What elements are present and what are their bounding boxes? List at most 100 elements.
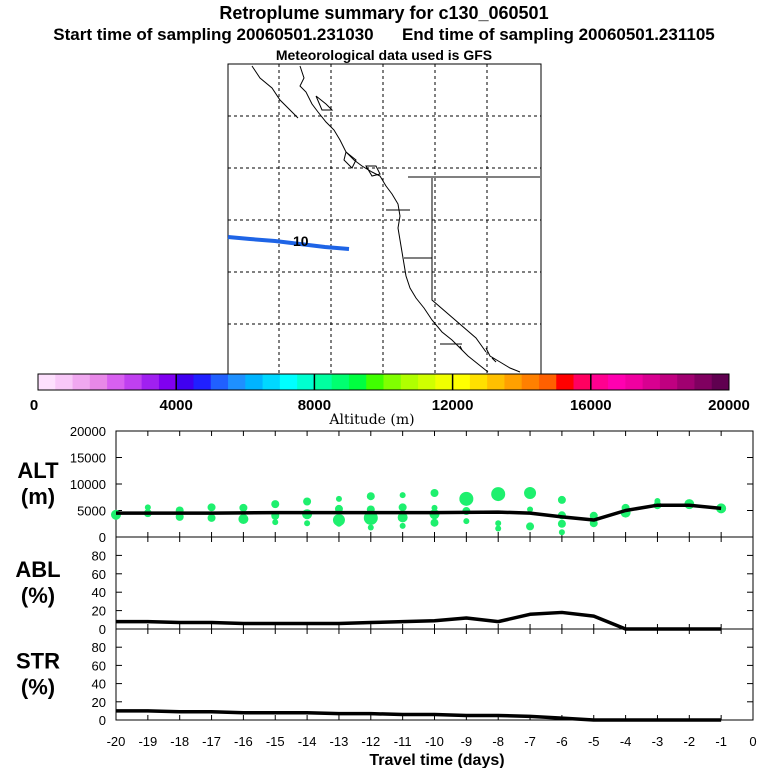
altitude-dot	[272, 519, 279, 526]
x-tick-label: -16	[234, 734, 253, 749]
altitude-dot	[527, 506, 534, 513]
colorbar-swatch	[297, 374, 315, 390]
colorbar-swatch	[193, 374, 212, 390]
colorbar-swatch	[625, 374, 644, 390]
altitude-dot	[459, 491, 474, 506]
colorbar-swatch	[72, 374, 91, 390]
y-tick-label: 20	[92, 695, 106, 710]
colorbar-swatch	[418, 374, 436, 390]
chart-title: Retroplume summary for c130_060501	[219, 3, 549, 23]
panel-label-bottom: (%)	[21, 675, 55, 700]
colorbar-title: Altitude (m)	[328, 412, 414, 428]
colorbar-swatch	[608, 374, 626, 390]
y-tick-label: 5000	[77, 504, 106, 519]
panel-alt: 0 5000 10000 15000 20000 ALT(m)	[17, 424, 754, 545]
map-frame	[227, 63, 542, 375]
x-tick-label: -8	[492, 734, 504, 749]
colorbar-swatch	[245, 374, 264, 390]
x-tick-label: -7	[524, 734, 536, 749]
panel-label-top: ALT	[17, 458, 59, 483]
colorbar-swatch	[538, 374, 557, 390]
altitude-dot	[491, 487, 506, 502]
altitude-dot	[557, 495, 566, 504]
panel-label-bottom: (%)	[21, 583, 55, 608]
x-tick-label: -11	[394, 734, 412, 749]
x-tick-label: -4	[620, 734, 632, 749]
y-tick-label: 80	[92, 640, 106, 655]
x-tick-label: -9	[461, 734, 473, 749]
baja-outline	[459, 345, 521, 373]
altitude-dot	[144, 504, 151, 511]
altitude-dot	[303, 497, 312, 506]
y-tick-label: 80	[92, 548, 106, 563]
x-tick-label: -5	[588, 734, 600, 749]
colorbar-tick-label: 20000	[708, 397, 750, 414]
colorbar-swatch	[642, 374, 661, 390]
y-tick-label: 0	[99, 622, 106, 637]
altitude-dot	[430, 489, 439, 498]
colorbar-swatch	[521, 374, 540, 390]
colorbar-swatch	[107, 374, 125, 390]
x-tick-label: -2	[684, 734, 696, 749]
altitude-dot	[557, 519, 566, 528]
colorbar-swatch	[124, 374, 143, 390]
colorbar-swatch	[176, 374, 194, 390]
trajectory-map: 10	[227, 63, 542, 375]
colorbar-swatch	[487, 374, 505, 390]
colorbar-swatch	[89, 374, 108, 390]
x-tick-label: -1	[715, 734, 727, 749]
y-tick-label: 15000	[70, 451, 106, 466]
altitude-dot	[397, 512, 408, 523]
colorbar-tick-label: 8000	[298, 397, 331, 414]
y-tick-label: 20000	[70, 424, 106, 439]
colorbar-swatch	[573, 374, 592, 390]
x-tick-label: -20	[107, 734, 126, 749]
colorbar-swatch	[400, 374, 419, 390]
map-graticule	[228, 64, 541, 374]
colorbar-swatch	[659, 374, 678, 390]
colorbar-tick-label: 0	[30, 397, 38, 414]
altitude-dot	[399, 522, 406, 529]
x-tick-label: -14	[298, 734, 317, 749]
day-marker-label: 10	[293, 233, 309, 249]
colorbar-swatch	[677, 374, 695, 390]
y-tick-label: 40	[92, 585, 106, 600]
altitude-dot	[363, 510, 378, 525]
altitude-dot	[207, 513, 216, 522]
colorbar-swatch	[504, 374, 523, 390]
colorbar-swatch	[141, 374, 160, 390]
altitude-dot	[367, 524, 374, 531]
x-tick-label: -13	[330, 734, 349, 749]
altitude-dot	[524, 487, 537, 500]
y-tick-label: 60	[92, 567, 106, 582]
altitude-dot	[271, 500, 280, 509]
colorbar-swatch	[711, 374, 730, 390]
altitude-dot	[430, 518, 439, 527]
y-tick-label: 0	[99, 530, 106, 545]
colorbar-swatch	[556, 374, 575, 390]
colorbar-swatch	[590, 374, 609, 390]
altitude-colorbar: 0 4000 8000 12000 16000 20000	[30, 373, 750, 414]
panel-abl: 0 20 40 60 80 ABL(%)	[15, 536, 754, 637]
colorbar-swatch	[38, 374, 56, 390]
colorbar-swatch	[331, 374, 350, 390]
altitude-dot	[398, 503, 407, 512]
y-tick-label: 10000	[70, 477, 106, 492]
altitude-dot	[366, 492, 375, 501]
median-line	[116, 503, 722, 522]
panel-frame	[115, 628, 754, 721]
panel-frame	[115, 536, 754, 630]
met-data-note: Meteorological data used is GFS	[275, 47, 493, 63]
altitude-dot	[335, 520, 342, 527]
altitude-dot	[495, 520, 502, 527]
y-tick-label: 40	[92, 677, 106, 692]
colorbar-swatch	[435, 374, 454, 390]
end-time: End time of sampling 20060501.231105	[401, 25, 715, 44]
colorbar-swatch	[279, 374, 298, 390]
colorbar-swatch	[366, 374, 384, 390]
median-line	[116, 610, 722, 631]
altitude-dot	[526, 522, 535, 531]
altitude-dot	[335, 495, 342, 502]
y-tick-label: 20	[92, 604, 106, 619]
